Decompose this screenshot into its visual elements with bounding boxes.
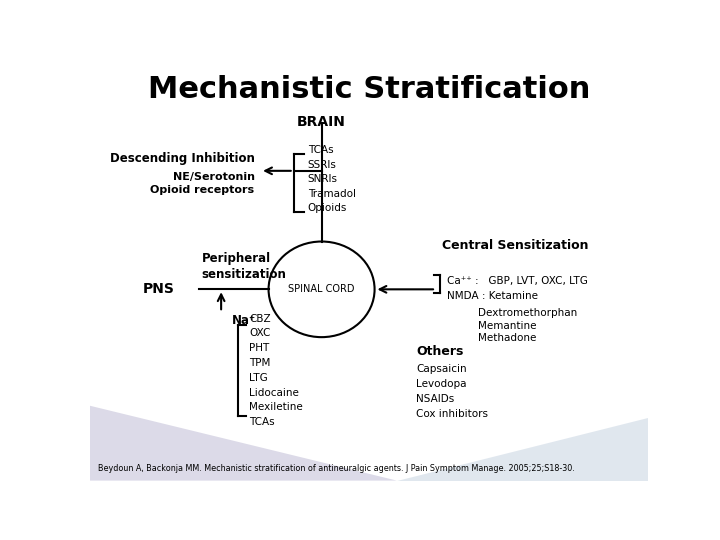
Text: Methadone: Methadone	[478, 333, 536, 343]
Polygon shape	[397, 418, 648, 481]
Text: Peripheral
sensitization: Peripheral sensitization	[202, 252, 287, 281]
Text: Mechanistic Stratification: Mechanistic Stratification	[148, 75, 590, 104]
Text: Ca⁺⁺ :   GBP, LVT, OXC, LTG: Ca⁺⁺ : GBP, LVT, OXC, LTG	[447, 275, 588, 286]
Text: Dextromethorphan: Dextromethorphan	[478, 308, 577, 318]
Text: NMDA : Ketamine: NMDA : Ketamine	[447, 292, 538, 301]
Text: Others: Others	[416, 346, 464, 359]
Text: TCAs
SSRIs
SNRIs
Tramadol
Opioids: TCAs SSRIs SNRIs Tramadol Opioids	[307, 145, 356, 213]
Text: BRAIN: BRAIN	[297, 114, 346, 129]
Text: Descending Inhibition: Descending Inhibition	[109, 152, 255, 165]
Text: Capsaicin
Levodopa
NSAIDs
Cox inhibitors: Capsaicin Levodopa NSAIDs Cox inhibitors	[416, 364, 488, 418]
Text: PNS: PNS	[143, 282, 175, 296]
Text: NE/Serotonin
Opioid receptors: NE/Serotonin Opioid receptors	[150, 172, 255, 195]
Text: Beydoun A, Backonja MM. Mechanistic stratification of antineuralgic agents. J Pa: Beydoun A, Backonja MM. Mechanistic stra…	[99, 464, 575, 473]
Text: CBZ
OXC
PHT
TPM
LTG
Lidocaine
Mexiletine
TCAs: CBZ OXC PHT TPM LTG Lidocaine Mexiletine…	[249, 314, 303, 427]
Text: Memantine: Memantine	[478, 321, 536, 330]
Text: Na⁺: Na⁺	[233, 314, 256, 327]
Text: SPINAL CORD: SPINAL CORD	[288, 285, 355, 294]
Polygon shape	[90, 406, 397, 481]
Text: Central Sensitization: Central Sensitization	[441, 239, 588, 252]
